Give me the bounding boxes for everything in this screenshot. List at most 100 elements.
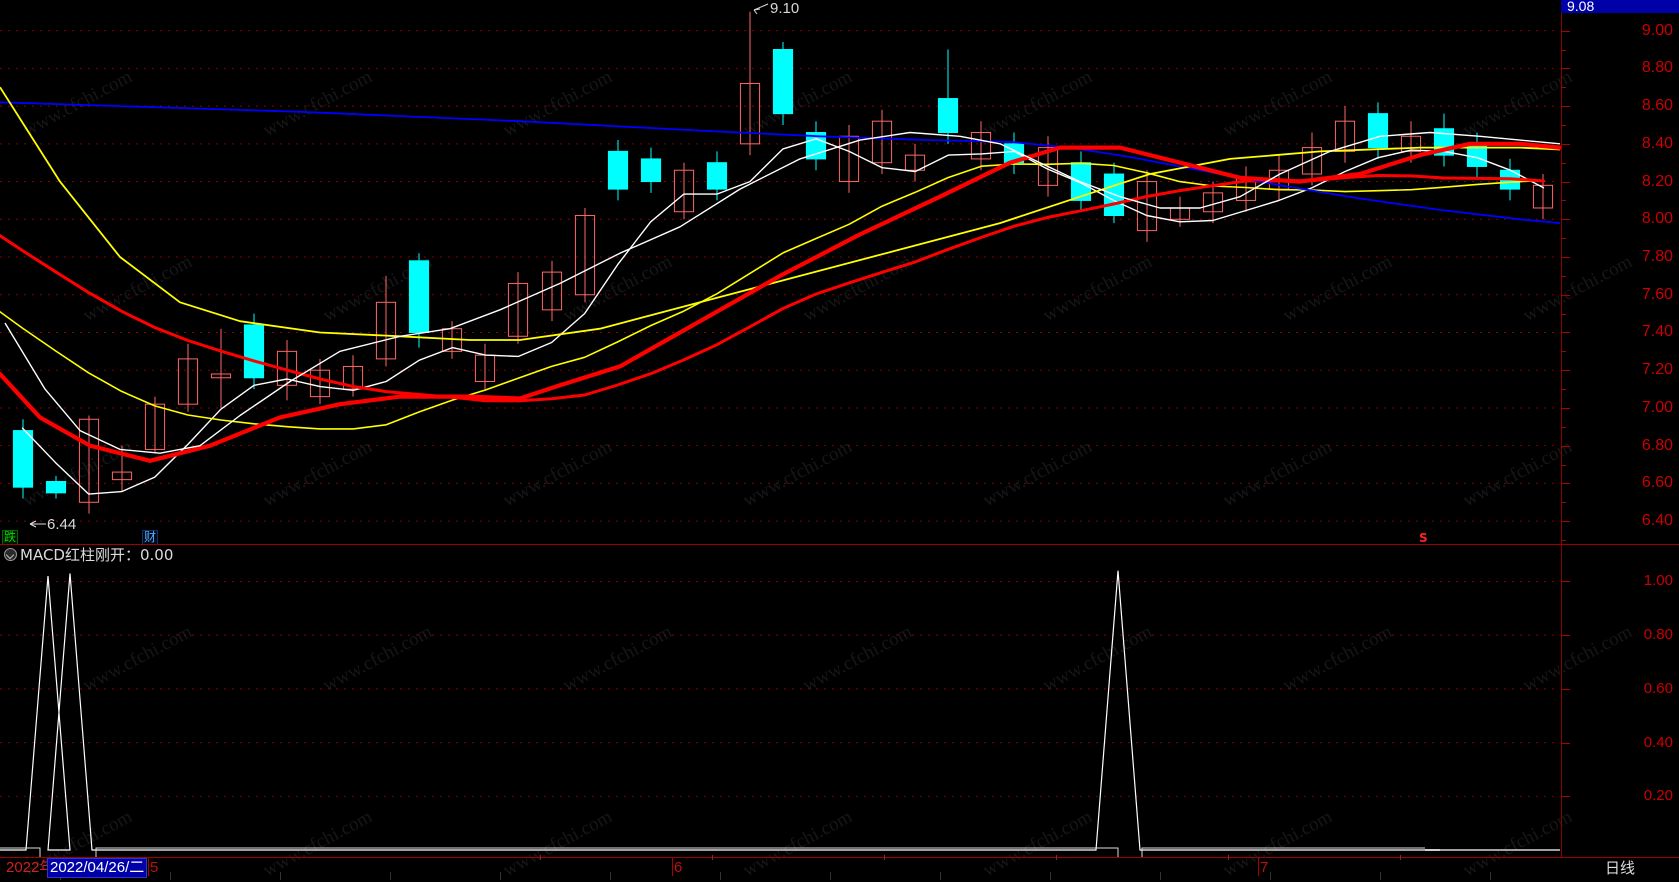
candle-body — [243, 324, 265, 379]
indicator-axis-label: 0.20 — [1643, 787, 1673, 805]
indicator-collapse-icon[interactable] — [4, 548, 17, 561]
x-axis-minor-tick — [500, 872, 501, 880]
price-axis-minor-tick — [1561, 464, 1566, 466]
watermark: www.cfchi.com — [739, 806, 856, 882]
price-axis-tick — [1561, 332, 1570, 334]
candle-body — [144, 403, 166, 450]
price-axis-label: 9.00 — [1641, 21, 1673, 39]
price-axis-minor-tick — [1561, 124, 1566, 126]
watermark: www.cfchi.com — [739, 436, 856, 512]
marker-sell[interactable]: S — [1419, 531, 1428, 545]
price-axis-minor-tick — [1561, 389, 1566, 391]
candle-body — [474, 354, 496, 383]
price-axis-minor-tick — [1561, 162, 1566, 164]
watermark: www.cfchi.com — [79, 621, 196, 697]
candle-body — [1367, 113, 1389, 149]
watermark: www.cfchi.com — [799, 251, 916, 327]
candle-body — [12, 430, 34, 488]
x-axis-minor-tick — [1380, 872, 1381, 880]
price-axis-label: 8.60 — [1641, 97, 1673, 115]
watermark: www.cfchi.com — [499, 436, 616, 512]
candle-body — [706, 162, 728, 190]
candle-body — [937, 98, 959, 134]
candle-body — [78, 418, 100, 503]
candle-body — [309, 369, 331, 398]
indicator-axis-label: 0.80 — [1643, 626, 1673, 644]
candle-body — [1433, 128, 1455, 156]
price-axis-minor-tick — [1561, 313, 1566, 315]
price-axis-label: 7.20 — [1641, 361, 1673, 379]
panel-divider — [0, 544, 1679, 545]
x-axis-minor-tick — [540, 855, 541, 860]
candle-body — [1400, 135, 1422, 152]
price-axis-label: 8.80 — [1641, 59, 1673, 77]
watermark: www.cfchi.com — [499, 806, 616, 882]
candle-body — [970, 132, 992, 160]
watermark: www.cfchi.com — [79, 251, 196, 327]
watermark: www.cfchi.com — [1039, 621, 1156, 697]
low-callout-arrow — [29, 520, 37, 528]
price-axis-tick — [1561, 294, 1570, 296]
x-axis-minor-tick — [940, 872, 941, 880]
watermark: www.cfchi.com — [1219, 66, 1336, 142]
watermark: www.cfchi.com — [1459, 806, 1576, 882]
period-selector[interactable]: 日线 — [1561, 858, 1679, 880]
price-axis-tick — [1561, 143, 1570, 145]
price-axis-tick — [1561, 219, 1570, 221]
marker-cai[interactable]: 财 — [142, 530, 159, 545]
x-axis-minor-tick — [1490, 872, 1491, 880]
x-axis-minor-tick — [280, 872, 281, 880]
x-axis-minor-tick — [1228, 855, 1229, 860]
candle-body — [838, 135, 860, 183]
x-axis-month-label: 6 — [674, 859, 683, 876]
x-axis-month-label: 7 — [1260, 859, 1269, 876]
candle-body — [111, 471, 133, 481]
ma5-line — [21, 138, 1545, 495]
price-axis-label: 8.00 — [1641, 210, 1673, 228]
price-axis-minor-tick — [1561, 540, 1566, 541]
candle-body — [507, 282, 529, 337]
marker-fall[interactable]: 跌 — [2, 530, 19, 545]
candle-body — [1202, 192, 1224, 213]
bottom-connector-right — [1141, 847, 1425, 857]
candle-body — [1136, 181, 1158, 232]
price-axis-label: 6.60 — [1641, 474, 1673, 492]
x-axis-month-tick — [1258, 858, 1259, 876]
last-price-tag: 9.08 — [1561, 0, 1679, 13]
x-axis-minor-tick — [1050, 872, 1051, 880]
watermark: www.cfchi.com — [979, 436, 1096, 512]
x-axis-minor-tick — [610, 872, 611, 880]
watermark: www.cfchi.com — [559, 621, 676, 697]
watermark: www.cfchi.com — [1219, 436, 1336, 512]
watermark: www.cfchi.com — [1279, 621, 1396, 697]
candle-body — [276, 350, 298, 386]
x-axis-minor-tick — [720, 872, 721, 880]
watermark: www.cfchi.com — [799, 621, 916, 697]
watermark: www.cfchi.com — [19, 436, 136, 512]
ma20-line — [0, 174, 1545, 403]
price-axis-tick — [1561, 445, 1570, 447]
price-axis-tick — [1561, 257, 1570, 259]
price-axis-tick — [1561, 106, 1570, 108]
candle-body — [45, 481, 67, 494]
ma10-line — [0, 162, 1545, 430]
x-axis-line — [0, 857, 1679, 858]
indicator-axis-tick — [1561, 796, 1570, 798]
x-axis-minor-tick — [884, 855, 885, 860]
price-axis-minor-tick — [1561, 238, 1566, 240]
axis-separator — [1561, 0, 1562, 880]
indicator-axis-label: 0.60 — [1643, 679, 1673, 697]
price-axis-minor-tick — [1561, 87, 1566, 89]
candle-body — [640, 158, 662, 183]
high-callout-leader — [753, 3, 769, 11]
selected-date-box[interactable]: 2022/04/26/二 — [47, 858, 148, 878]
high-price-callout: 9.10 — [770, 0, 800, 17]
price-axis-minor-tick — [1561, 502, 1566, 504]
watermark: www.cfchi.com — [1219, 806, 1336, 882]
candle-body — [1169, 207, 1191, 220]
watermark: www.cfchi.com — [739, 66, 856, 142]
price-axis-label: 7.80 — [1641, 248, 1673, 266]
price-axis-tick — [1561, 181, 1570, 183]
